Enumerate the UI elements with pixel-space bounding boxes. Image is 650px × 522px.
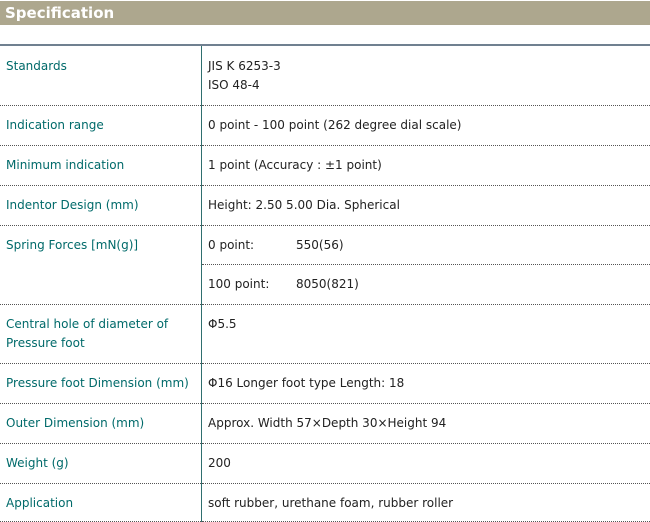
row-label: Indentor Design (mm) — [0, 185, 202, 226]
table-row: Weight (g) 200 — [0, 443, 650, 484]
table-row: Application soft rubber, urethane foam, r… — [0, 483, 650, 522]
table-row: Outer Dimension (mm) Approx. Width 57×Dep… — [0, 403, 650, 444]
table-row: 100 point: 8050(821) — [0, 264, 650, 305]
row-value: 1 point (Accuracy : ±1 point) — [201, 145, 650, 186]
row-value: 200 — [201, 443, 650, 484]
row-value: 0 point - 100 point (262 degree dial sca… — [201, 105, 650, 146]
row-label: Weight (g) — [0, 443, 202, 484]
row-label: Minimum indication — [0, 145, 202, 186]
table-row: Pressure foot Dimension (mm) Φ16 Longer f… — [0, 363, 650, 404]
table-row: Indication range 0 point - 100 point (262… — [0, 105, 650, 146]
row-value: Φ16 Longer foot type Length: 18 — [201, 363, 650, 404]
row-label: Spring Forces [mN(g)] — [0, 225, 202, 305]
row-value: ISO 48-4 — [208, 78, 260, 92]
table-row: Standards JIS K 6253-3 ISO 48-4 — [0, 45, 650, 106]
sub-value: 550(56) — [296, 237, 344, 252]
row-label: Application — [0, 483, 202, 522]
row-label: Standards — [0, 45, 202, 106]
table-row: Spring Forces [mN(g)] 0 point: 550(56) — [0, 225, 650, 305]
sub-key: 0 point: — [208, 237, 255, 252]
row-label: Pressure foot Dimension (mm) — [0, 363, 202, 404]
row-value: Approx. Width 57×Depth 30×Height 94 — [201, 403, 650, 444]
section-title: Specification — [0, 1, 650, 25]
row-label: Indication range — [0, 105, 202, 146]
row-value: Height: 2.50 5.00 Dia. Spherical — [201, 185, 650, 226]
table-row: Indentor Design (mm) Height: 2.50 5.00 Di… — [0, 185, 650, 226]
row-label: Outer Dimension (mm) — [0, 403, 202, 444]
row-label: Central hole of diameter of Pressure foo… — [0, 304, 202, 364]
row-value: JIS K 6253-3 — [208, 59, 281, 73]
table-row: Central hole of diameter of Pressure foo… — [0, 304, 650, 364]
table-row: Minimum indication 1 point (Accuracy : ±1… — [0, 145, 650, 186]
row-value: soft rubber, urethane foam, rubber rolle… — [201, 483, 650, 522]
sub-key: 100 point: — [208, 276, 270, 291]
row-value: Φ5.5 — [201, 304, 650, 364]
spec-table: Standards JIS K 6253-3 ISO 48-4 Indication… — [0, 44, 650, 522]
sub-value: 8050(821) — [296, 276, 359, 291]
